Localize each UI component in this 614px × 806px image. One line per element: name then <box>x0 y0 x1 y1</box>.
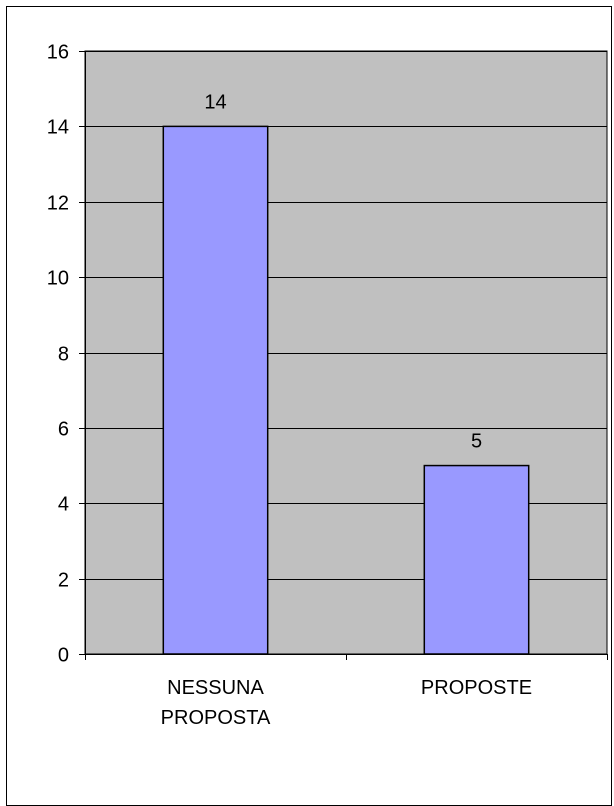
bar <box>423 464 530 655</box>
data-label: 14 <box>204 91 226 113</box>
category-label: PROPOSTA <box>161 707 271 729</box>
y-tick-label: 8 <box>58 344 69 366</box>
category-label: NESSUNA <box>167 677 264 699</box>
data-label: 5 <box>471 431 482 453</box>
y-tick-label: 6 <box>58 419 69 441</box>
category-label: PROPOSTE <box>421 677 532 699</box>
axes <box>79 51 608 660</box>
y-tick-label: 14 <box>47 117 69 139</box>
bars <box>162 125 530 655</box>
bar-chart: 0 2 4 6 8 10 12 14 16 14 NESSUNA PROPOSTA 5 PROPOSTE <box>47 42 608 730</box>
bar <box>162 125 269 655</box>
y-tick-label: 0 <box>58 645 69 667</box>
labels: 0 2 4 6 8 10 12 14 16 14 NESSUNA PROPOSTA 5 PROPOSTE <box>47 42 532 730</box>
y-tick-label: 16 <box>47 42 69 64</box>
y-tick-label: 10 <box>47 268 69 290</box>
y-tick-label: 4 <box>58 494 69 516</box>
y-tick-label: 2 <box>58 570 69 592</box>
y-tick-label: 12 <box>47 193 69 215</box>
